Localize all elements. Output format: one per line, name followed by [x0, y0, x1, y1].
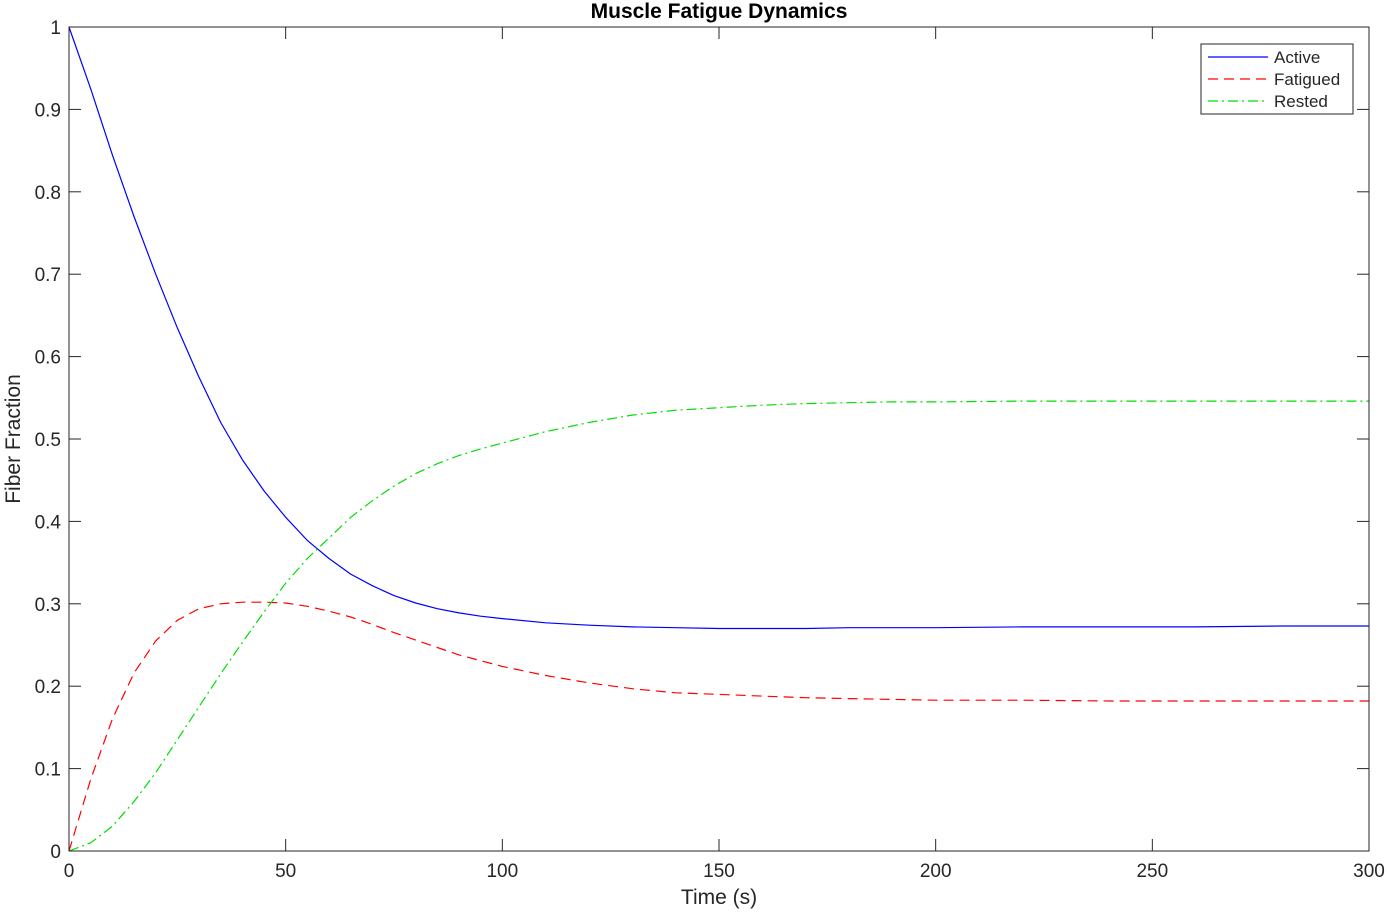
legend-label-rested: Rested	[1274, 92, 1328, 111]
axes-box	[68, 26, 1370, 852]
y-tick-label: 0.1	[35, 760, 61, 781]
y-tick-label: 0.4	[35, 512, 62, 533]
legend-label-active: Active	[1274, 48, 1320, 67]
y-tick-label: 1	[50, 18, 61, 39]
ticks-layer: 0 50 100 150 200 250 300 0 0.1 0.2 0.3 0.4 0.5 0.6 0.7…	[35, 18, 1385, 882]
series-layer	[68, 26, 1369, 852]
plot-area	[69, 27, 1369, 851]
y-tick-label: 0.7	[35, 265, 61, 286]
series-line-fatigued	[68, 601, 1369, 852]
y-tick-label: 0.6	[35, 348, 61, 369]
x-tick-label: 300	[1353, 861, 1385, 882]
y-tick-label: 0	[50, 842, 61, 863]
y-tick-label: 0.3	[35, 595, 61, 616]
y-tick-label: 0.2	[35, 677, 61, 698]
x-tick-label: 0	[64, 861, 75, 882]
y-tick-label: 0.9	[35, 100, 61, 121]
x-tick-label: 250	[1136, 861, 1168, 882]
legend-label-fatigued: Fatigued	[1274, 70, 1340, 89]
y-tick-label: 0.5	[35, 430, 61, 451]
x-tick-label: 200	[920, 861, 952, 882]
series-line-active	[68, 26, 1369, 630]
x-axis-label: Time (s)	[681, 886, 757, 909]
x-tick-label: 150	[703, 861, 735, 882]
y-axis-label: Fiber Fraction	[2, 374, 25, 504]
x-tick-label: 100	[486, 861, 518, 882]
x-tick-label: 50	[275, 861, 296, 882]
chart-title: Muscle Fatigue Dynamics	[591, 0, 848, 23]
legend: Active Fatigued Rested	[1200, 43, 1354, 115]
series-line-rested	[68, 400, 1369, 852]
y-tick-label: 0.8	[35, 183, 61, 204]
